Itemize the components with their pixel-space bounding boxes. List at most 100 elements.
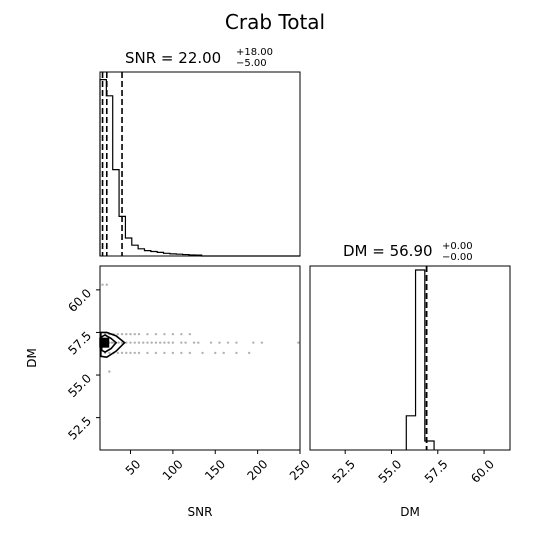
x-tick-label: 200 xyxy=(244,457,270,483)
scatter-point xyxy=(201,351,204,355)
dm-hist-bars xyxy=(405,269,435,450)
density-core xyxy=(99,337,110,348)
scatter-point xyxy=(158,341,162,344)
scatter-point xyxy=(146,341,149,344)
snr-x-ticks: 50 100 150 200 250 xyxy=(123,450,313,483)
dm-hist-frame xyxy=(309,265,511,451)
histogram-step xyxy=(99,79,300,257)
y-tick-label: 55.0 xyxy=(65,371,94,400)
figure-title: Crab Total xyxy=(225,10,325,34)
snr-title-plus: +18.00 xyxy=(236,47,273,58)
scatter-point xyxy=(226,341,230,344)
x-tick-label: 250 xyxy=(287,457,313,483)
scatter-point xyxy=(137,341,141,344)
scatter-point xyxy=(125,341,128,344)
scatter-point xyxy=(129,341,132,344)
scatter-point xyxy=(192,341,196,344)
contour-line xyxy=(100,334,118,353)
panel-snr-dm-2d: 50 100 150 200 250 52.5 55.0 57.5 60.0 SNR DM xyxy=(25,265,313,519)
dm-x-ticks: 52.5 55.0 57.5 60.0 xyxy=(329,450,497,486)
scatter-point xyxy=(133,332,136,336)
scatter-point xyxy=(180,332,183,336)
snr-hist-frame xyxy=(99,71,301,257)
scatter-point xyxy=(235,341,238,344)
snr-title-main: SNR = 22.00 xyxy=(125,49,221,67)
scatter-point xyxy=(154,351,158,355)
scatter-point xyxy=(163,351,166,355)
x-tick-label: 52.5 xyxy=(329,457,358,486)
scatter-point xyxy=(154,341,158,344)
scatter-point xyxy=(125,351,128,355)
scatter-point xyxy=(180,351,183,355)
scatter-point xyxy=(171,332,175,336)
scatter-point xyxy=(105,283,108,286)
scatter-point xyxy=(252,341,255,344)
scatter-point xyxy=(163,332,166,336)
scatter-point xyxy=(129,332,132,336)
dm-title-plus: +0.00 xyxy=(442,241,473,252)
scatter-point xyxy=(222,351,225,355)
density-contours xyxy=(100,331,126,358)
scatter-point xyxy=(163,341,166,344)
panel-dm-histogram: DM = 56.90 +0.00 −0.00 52.5 55.0 57.5 60.0 … xyxy=(309,241,511,519)
x-tick-label: 60.0 xyxy=(468,457,497,486)
dm-y-axis-label: DM xyxy=(25,348,39,368)
x-tick-label: 55.0 xyxy=(376,457,405,486)
snr-title-minus: −5.00 xyxy=(236,58,267,69)
scatter-point xyxy=(171,341,175,344)
scatter-point xyxy=(116,332,119,336)
scatter-point xyxy=(297,341,300,344)
scatter-point xyxy=(188,351,192,355)
scatter-point xyxy=(133,341,136,344)
scatter-point xyxy=(180,341,183,344)
scatter-point xyxy=(247,351,251,355)
panel-snr-histogram: SNR = 22.00 +18.00 −5.00 xyxy=(99,47,301,257)
y-tick-label: 52.5 xyxy=(65,414,94,443)
scatter-point xyxy=(117,341,120,344)
scatter-point xyxy=(125,332,128,336)
scatter-point xyxy=(171,351,175,355)
dm-title-main: DM = 56.90 xyxy=(343,242,433,260)
scatter-point xyxy=(110,341,114,344)
scatter-point xyxy=(133,351,136,355)
scatter-point xyxy=(154,332,158,336)
scatter-point xyxy=(116,351,119,355)
x-tick-label: 150 xyxy=(202,457,228,483)
scatter-point xyxy=(120,332,124,336)
scatter-point xyxy=(167,341,170,344)
scatter-point xyxy=(108,370,111,373)
x-tick-label: 100 xyxy=(160,457,186,483)
x-tick-label: 57.5 xyxy=(422,457,451,486)
scatter-frame xyxy=(99,265,301,451)
scatter-point xyxy=(146,351,149,355)
snr-hist-bars xyxy=(99,79,300,257)
snr-quantile-lines xyxy=(101,72,123,256)
y-tick-label: 57.5 xyxy=(65,329,94,358)
scatter-point xyxy=(150,341,153,344)
scatter-point xyxy=(129,351,132,355)
scatter-point xyxy=(142,341,145,344)
scatter-point xyxy=(209,341,213,344)
scatter-point xyxy=(137,332,141,336)
snr-x-axis-label: SNR xyxy=(188,505,213,519)
contour-line xyxy=(100,331,126,358)
scatter-point xyxy=(188,332,192,336)
dm-title-minus: −0.00 xyxy=(442,252,473,263)
scatter-point xyxy=(146,332,149,336)
scatter-point xyxy=(235,351,238,355)
scatter-point xyxy=(214,351,217,355)
scatter-point xyxy=(101,283,104,286)
scatter-point xyxy=(197,341,200,344)
scatter-point xyxy=(137,351,141,355)
scatter-point xyxy=(120,351,124,355)
scatter-points xyxy=(101,283,300,373)
dm-y-ticks: 52.5 55.0 57.5 60.0 xyxy=(65,286,100,443)
dm-x-axis-label: DM xyxy=(400,505,420,519)
x-tick-label: 50 xyxy=(123,457,144,478)
histogram-step xyxy=(405,269,435,450)
y-tick-label: 60.0 xyxy=(65,286,94,315)
scatter-point xyxy=(218,341,221,344)
scatter-point xyxy=(260,341,264,344)
scatter-point xyxy=(108,351,111,355)
